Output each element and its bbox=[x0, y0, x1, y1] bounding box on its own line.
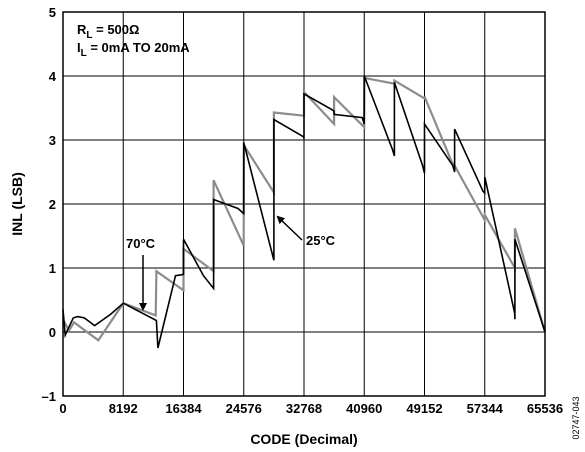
x-tick-label: 24576 bbox=[226, 401, 262, 416]
conditions-line-2: IL = 0mA TO 20mA bbox=[77, 40, 190, 59]
x-tick-label: 40960 bbox=[346, 401, 382, 416]
y-tick-label: 2 bbox=[49, 197, 56, 212]
x-axis-title: CODE (Decimal) bbox=[250, 431, 357, 447]
x-tick-labels: 0 8192 16384 24576 32768 40960 49152 57344 65536 bbox=[59, 401, 563, 416]
x-tick-label: 0 bbox=[59, 401, 66, 416]
series-line-25c bbox=[62, 75, 546, 349]
x-tick-label: 8192 bbox=[109, 401, 138, 416]
y-tick-label: 0 bbox=[49, 325, 56, 340]
y-tick-labels: –1 0 1 2 3 4 5 bbox=[42, 5, 57, 404]
y-axis-title: INL (LSB) bbox=[9, 172, 25, 236]
y-tick-label: 3 bbox=[49, 133, 56, 148]
y-tick-label: 4 bbox=[49, 69, 57, 84]
figure-id: 02747-043 bbox=[571, 396, 581, 439]
y-tick-label: –1 bbox=[42, 389, 56, 404]
x-tick-label: 65536 bbox=[527, 401, 563, 416]
annotation-25c: 25°C bbox=[276, 215, 336, 248]
x-tick-label: 16384 bbox=[165, 401, 202, 416]
annotation-25c-label: 25°C bbox=[306, 233, 336, 248]
y-tick-label: 5 bbox=[49, 5, 56, 20]
x-tick-label: 57344 bbox=[467, 401, 504, 416]
plot-frame bbox=[62, 11, 546, 397]
x-tick-label: 32768 bbox=[286, 401, 322, 416]
x-tick-label: 49152 bbox=[406, 401, 442, 416]
y-tick-label: 1 bbox=[49, 261, 56, 276]
annotation-70c-label: 70°C bbox=[126, 236, 156, 251]
annotation-25c-arrow bbox=[276, 215, 303, 241]
conditions-line-1: RL = 500Ω bbox=[77, 22, 139, 41]
series-layer bbox=[62, 75, 547, 349]
annotation-70c: 70°C bbox=[126, 236, 156, 311]
